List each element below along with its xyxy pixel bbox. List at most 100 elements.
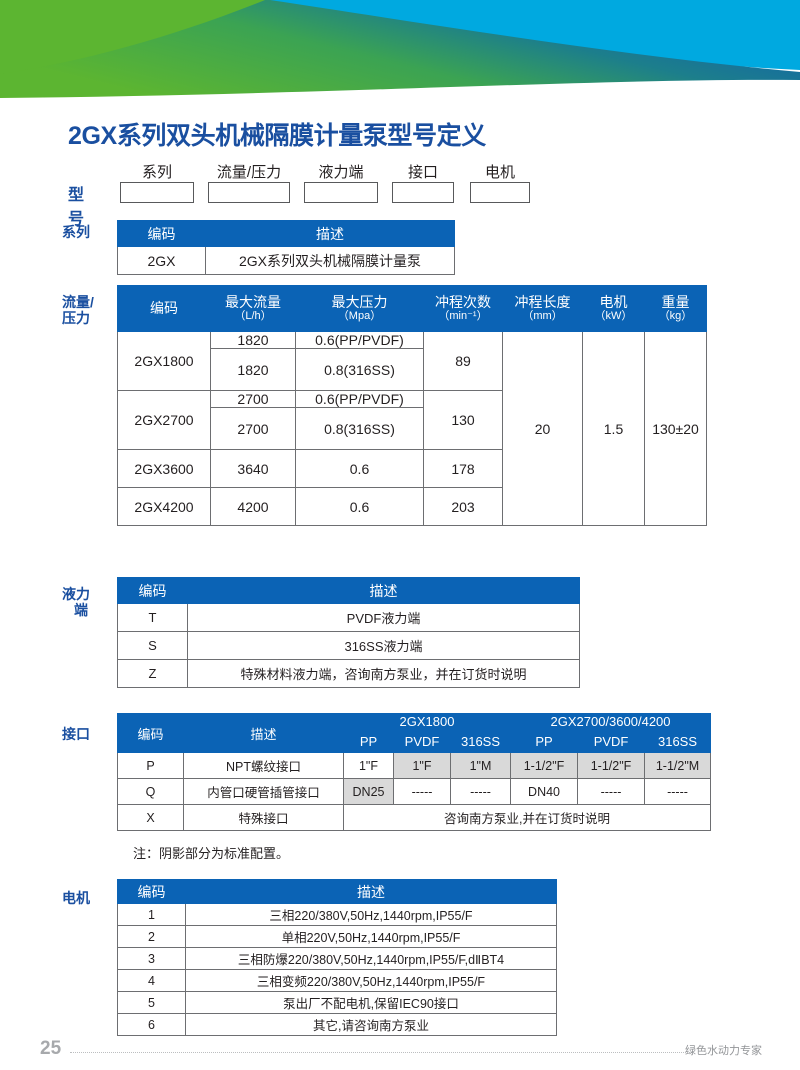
model-segment-series: 系列 (120, 163, 194, 203)
model-segment-input-interface[interactable] (392, 182, 454, 203)
flow-stroke-rate-cell: 178 (423, 449, 503, 488)
model-segment-hydraulic-end: 液力端 (304, 163, 378, 203)
flow-stroke-rate-cell: 89 (423, 331, 503, 391)
motor-desc-cell: 单相220V,50Hz,1440rpm,IP55/F (185, 925, 557, 948)
iface-header-material-pp-1800: PP (343, 729, 394, 753)
iface-value-cell: 1-1/2"F (510, 752, 579, 779)
iface-header-desc: 描述 (183, 713, 344, 753)
header-unit: （Mpa） (337, 310, 382, 322)
table-header-row: 编码 描述 (117, 220, 455, 247)
hydraulic-end-table: 编码 描述 T PVDF液力端 S 316SS液力端 Z 特殊材料液力端，咨询南… (117, 577, 580, 688)
header-unit: （kg） (658, 310, 693, 322)
flow-max-pressure-cell: 0.6 (295, 449, 424, 488)
hyd-code-cell: S (117, 631, 188, 660)
iface-value-cell: 1"M (449, 752, 512, 779)
table-row: 3 三相防爆220/380V,50Hz,1440rpm,IP55/F,dⅡBT4 (117, 947, 557, 970)
iface-value-cell: 1"F (343, 752, 394, 779)
hyd-desc-cell: 316SS液力端 (187, 631, 580, 660)
flow-stroke-length-cell: 20 (502, 331, 583, 526)
table-row: 2 单相220V,50Hz,1440rpm,IP55/F (117, 925, 557, 948)
iface-value-cell: 1"F (393, 752, 451, 779)
flow-stroke-rate-cell: 130 (423, 390, 503, 450)
motor-table: 编码 描述 1 三相220/380V,50Hz,1440rpm,IP55/F 2… (117, 879, 557, 1036)
header-unit: （kW） (594, 310, 633, 322)
table-row: 4 三相变频220/380V,50Hz,1440rpm,IP55/F (117, 969, 557, 992)
model-segment-interface: 接口 (392, 163, 454, 203)
flow-header-weight: 重量 （kg） (644, 285, 707, 332)
iface-desc-cell: 特殊接口 (183, 804, 344, 831)
table-header-row: 编码 描述 (117, 879, 557, 904)
interface-note: 注：阴影部分为标准配置。 (133, 846, 290, 861)
iface-desc-cell: NPT螺纹接口 (183, 752, 344, 779)
flow-max-flow-cell: 3640 (210, 449, 296, 488)
iface-value-cell: ----- (449, 778, 512, 805)
section-label-interface: 接口 (62, 726, 90, 742)
header-main: 编码 (150, 300, 178, 316)
iface-header-code: 编码 (117, 713, 184, 753)
flow-code-cell: 2GX2700 (117, 390, 211, 450)
series-header-code: 编码 (117, 220, 206, 247)
interface-table: 编码 描述 2GX1800 2GX2700/3600/4200 PP PVDF … (117, 713, 711, 831)
hyd-header-desc: 描述 (187, 577, 580, 604)
flow-header-stroke-rate: 冲程次数 （min⁻¹） (423, 285, 503, 332)
table-header-row: 编码 描述 (117, 577, 580, 604)
flow-code-cell: 2GX4200 (117, 487, 211, 526)
hyd-header-code: 编码 (117, 577, 188, 604)
section-label-line1: 液力 (62, 586, 90, 602)
motor-code-cell: 2 (117, 925, 186, 948)
flow-max-pressure-cell: 0.6 (295, 487, 424, 526)
flow-header-max-flow: 最大流量 （L/h） (210, 285, 296, 332)
iface-header-material-pvdf-2700: PVDF (577, 729, 646, 753)
table-row: P NPT螺纹接口 1"F 1"F 1"M 1-1/2"F 1-1/2"F 1-… (117, 752, 711, 779)
flow-max-flow-cell: 4200 (210, 487, 296, 526)
flow-header-motor: 电机 （kW） (582, 285, 645, 332)
flow-max-pressure-cell: 0.8(316SS) (295, 407, 424, 450)
motor-code-cell: 4 (117, 969, 186, 992)
flow-code-cell: 2GX1800 (117, 331, 211, 391)
table-row: 2GX2700 2700 0.6(PP/PVDF) 130 (117, 390, 707, 450)
flow-header-code: 编码 (117, 285, 211, 332)
header-unit: （mm） (522, 310, 563, 322)
section-label-flow-pressure: 流量/ 压力 (62, 294, 94, 326)
section-label-line2: 端 (74, 602, 88, 618)
iface-value-cell: DN25 (343, 778, 394, 805)
model-segment-caption: 液力端 (318, 164, 364, 181)
table-row: 2GX4200 4200 0.6 203 (117, 487, 707, 526)
iface-code-cell: P (117, 752, 184, 779)
flow-max-flow-cell: 1820 (210, 348, 296, 391)
motor-code-cell: 6 (117, 1013, 186, 1036)
banner-green-shape (0, 0, 265, 74)
model-segment-flow-pressure: 流量/压力 (208, 163, 290, 203)
footer-slogan: 绿色水动力专家 (685, 1045, 762, 1057)
header-main: 最大压力 (331, 294, 388, 310)
motor-desc-cell: 三相220/380V,50Hz,1440rpm,IP55/F (185, 903, 557, 926)
table-row: 5 泵出厂不配电机,保留IEC90接口 (117, 991, 557, 1014)
banner-gradient-shape (0, 0, 800, 98)
iface-header-material-pp-2700: PP (510, 729, 579, 753)
model-segment-caption: 电机 (484, 164, 515, 181)
motor-desc-cell: 其它,请咨询南方泵业 (185, 1013, 557, 1036)
table-row: 2GX3600 3640 0.6 178 (117, 449, 707, 488)
series-table: 编码 描述 2GX 2GX系列双头机械隔膜计量泵 (117, 220, 455, 275)
page-number: 25 (40, 1038, 62, 1059)
hyd-code-cell: Z (117, 659, 188, 688)
model-segment-input-flow-pressure[interactable] (208, 182, 290, 203)
table-row: 6 其它,请咨询南方泵业 (117, 1013, 557, 1036)
hyd-desc-cell: PVDF液力端 (187, 603, 580, 632)
flow-weight-cell: 130±20 (644, 331, 707, 526)
model-segment-caption: 系列 (141, 164, 172, 181)
section-label-motor: 电机 (62, 890, 90, 906)
iface-code-cell: Q (117, 778, 184, 805)
table-header-row: PP PVDF 316SS PP PVDF 316SS (118, 729, 711, 753)
motor-header-code: 编码 (117, 879, 186, 904)
model-segment-input-hydraulic-end[interactable] (304, 182, 378, 203)
iface-desc-cell: 内管口硬管插管接口 (183, 778, 344, 805)
flow-max-pressure-cell: 0.8(316SS) (295, 348, 424, 391)
table-row: X 特殊接口 咨询南方泵业,并在订货时说明 (117, 804, 711, 831)
iface-value-cell: DN40 (510, 778, 579, 805)
motor-header-desc: 描述 (185, 879, 557, 904)
model-segment-input-motor[interactable] (470, 182, 530, 203)
flow-max-pressure-cell: 0.6(PP/PVDF) (295, 390, 424, 408)
model-segment-input-series[interactable] (120, 182, 194, 203)
series-header-desc: 描述 (205, 220, 455, 247)
